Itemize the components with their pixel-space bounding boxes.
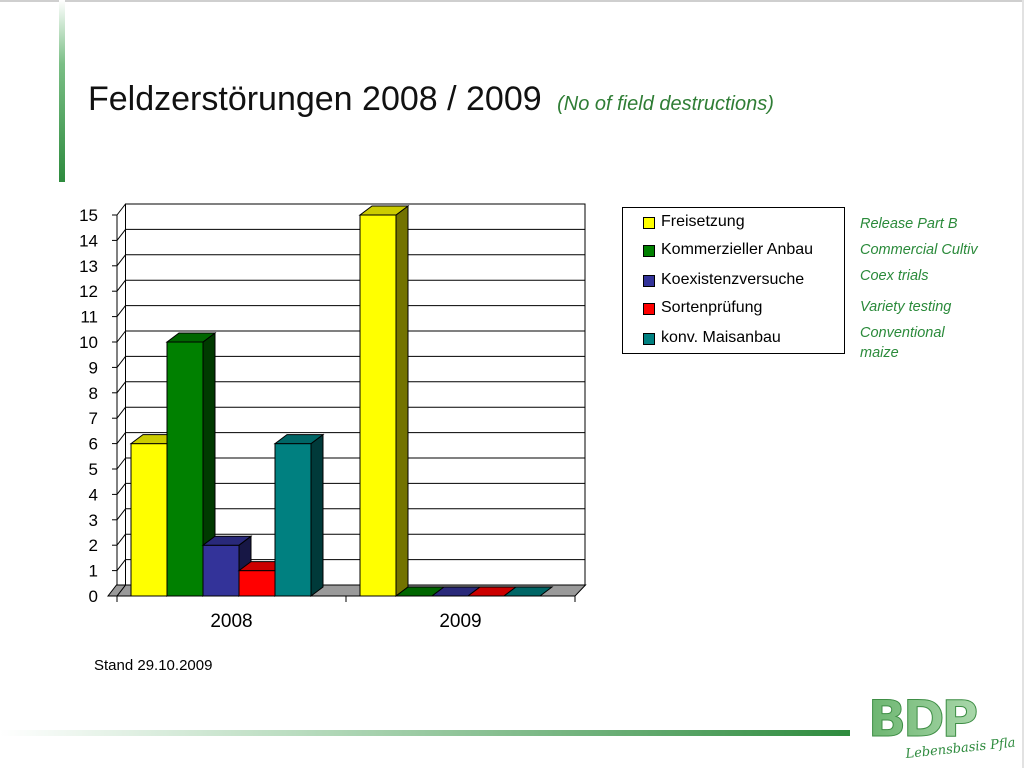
y-tick-label: 13 [79, 257, 98, 276]
y-tick-label: 4 [89, 485, 98, 504]
gridline-side [116, 356, 126, 368]
translation-conventional: Conventional maize [860, 325, 945, 361]
y-tick-label: 9 [89, 358, 98, 377]
bar [274, 443, 312, 597]
gridline-side [116, 432, 126, 444]
legend-item-kommerzieller-anbau: Kommerzieller Anbau [623, 241, 843, 261]
chart-legend: Freisetzung Kommerzieller Anbau Koexiste… [622, 207, 845, 354]
gridline-side [116, 229, 126, 241]
y-tick-label: 8 [89, 384, 98, 403]
y-tick-label: 15 [79, 206, 98, 225]
decorative-horizontal-bar [0, 730, 850, 736]
y-tick-label: 14 [79, 231, 98, 250]
y-tick-label: 2 [89, 536, 98, 555]
y-tick-label: 12 [79, 282, 98, 301]
y-tick-label: 1 [89, 562, 98, 581]
legend-swatch [643, 333, 655, 345]
gridline-side [116, 203, 126, 216]
y-tick-label: 7 [89, 409, 98, 428]
bar-side [310, 433, 324, 597]
gridline-side [116, 406, 126, 419]
legend-item-freisetzung: Freisetzung [623, 213, 843, 233]
title-text: Feldzerstörungen 2008 / 2009 [88, 80, 542, 118]
y-tick-label: 11 [80, 308, 98, 327]
bar-top [273, 434, 325, 445]
bar [166, 341, 204, 597]
bar-top [358, 205, 410, 216]
bar [202, 544, 240, 597]
slide-top-border [0, 0, 1024, 2]
bar-zero [502, 586, 554, 597]
footnote-date: Stand 29.10.2009 [94, 657, 213, 674]
bar-top [165, 332, 217, 343]
title-subtitle: (No of field destructions) [557, 93, 774, 115]
y-tick-label: 0 [89, 587, 98, 606]
y-tick-label: 6 [89, 435, 98, 454]
bar-side [395, 205, 409, 597]
legend-swatch [643, 275, 655, 287]
bar [130, 443, 168, 597]
y-tick-label: 10 [79, 333, 98, 352]
bar [359, 214, 397, 597]
legend-label: Kommerzieller Anbau [661, 241, 814, 258]
translation-commercial: Commercial Cultiv [860, 242, 978, 258]
legend-item-koexistenzversuche: Koexistenzversuche [623, 271, 843, 291]
legend-label: konv. Maisanbau [661, 329, 781, 346]
bar [238, 570, 276, 597]
legend-swatch [643, 303, 655, 315]
legend-item-sortenpruefung: Sortenprüfung [623, 299, 843, 319]
legend-item-konv-maisanbau: konv. Maisanbau [623, 329, 843, 349]
legend-label: Sortenprüfung [661, 299, 763, 316]
legend-label: Freisetzung [661, 213, 745, 230]
x-tick-label: 2009 [439, 611, 481, 632]
legend-label: Koexistenzversuche [661, 271, 805, 288]
translation-release: Release Part B [860, 216, 958, 232]
y-tick-label: 5 [89, 460, 98, 479]
gridline-side [116, 305, 126, 317]
legend-swatch [643, 217, 655, 229]
bar-top [201, 535, 253, 546]
slide-title: Feldzerstörungen 2008 / 2009 (No of fiel… [88, 80, 774, 119]
gridline-side [116, 559, 126, 571]
translation-variety: Variety testing [860, 299, 952, 315]
gridline-side [116, 330, 126, 343]
legend-swatch [643, 245, 655, 257]
y-tick-label: 3 [89, 511, 98, 530]
x-tick-label: 2008 [210, 611, 252, 632]
gridline-side [116, 533, 126, 546]
gridline-side [116, 254, 126, 267]
slide-right-border [1022, 0, 1024, 768]
decorative-vertical-bar [59, 0, 65, 182]
svg-text:BDP: BDP [868, 690, 977, 748]
translation-coex: Coex trials [860, 268, 929, 284]
gridline-side [116, 457, 126, 470]
gridline-side [116, 483, 126, 495]
gridline-side [116, 508, 126, 521]
gridline-side [116, 279, 126, 292]
bdp-logo: BDP Lebensbasis Pflanze [868, 690, 1017, 763]
gridline-side [116, 381, 126, 394]
